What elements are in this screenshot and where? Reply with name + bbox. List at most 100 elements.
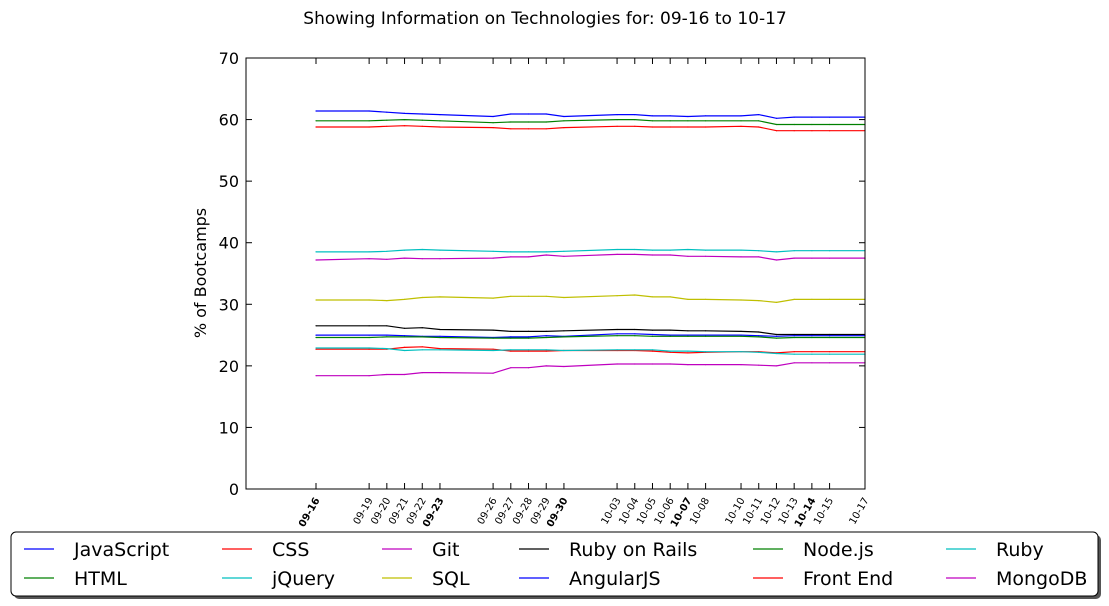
series-line-javascript bbox=[316, 110, 865, 119]
data-point bbox=[634, 333, 636, 335]
data-point bbox=[368, 120, 370, 122]
data-point bbox=[527, 330, 530, 332]
series-line-ruby-on-rails bbox=[316, 325, 865, 336]
plot-area bbox=[246, 58, 865, 489]
data-point bbox=[651, 350, 654, 352]
legend-label: MongoDB bbox=[996, 568, 1087, 590]
data-point bbox=[386, 336, 388, 338]
data-point bbox=[616, 363, 618, 365]
data-point bbox=[403, 257, 406, 259]
data-point bbox=[368, 375, 370, 377]
data-point bbox=[563, 330, 565, 332]
data-point bbox=[740, 351, 742, 353]
data-point bbox=[793, 130, 795, 132]
data-point bbox=[811, 116, 813, 118]
data-point bbox=[758, 300, 760, 302]
data-point bbox=[545, 121, 547, 123]
plot-background bbox=[246, 58, 865, 489]
data-point bbox=[687, 330, 689, 332]
data-point bbox=[687, 335, 689, 337]
legend-label: HTML bbox=[74, 568, 127, 590]
data-point bbox=[687, 298, 689, 300]
data-point bbox=[510, 367, 512, 369]
data-point bbox=[368, 258, 370, 260]
y-tick-label: 0 bbox=[229, 480, 239, 499]
data-point bbox=[634, 328, 636, 331]
y-tick-label: 60 bbox=[219, 111, 239, 130]
data-point bbox=[775, 335, 778, 337]
data-point bbox=[793, 257, 795, 259]
data-point bbox=[315, 251, 317, 253]
data-point bbox=[439, 349, 441, 351]
data-point bbox=[634, 253, 636, 255]
data-point bbox=[563, 349, 565, 352]
data-point bbox=[368, 347, 370, 349]
plot-frame bbox=[245, 57, 866, 490]
data-point bbox=[793, 351, 795, 353]
series-line-html bbox=[316, 118, 865, 126]
data-point bbox=[527, 128, 530, 130]
data-point bbox=[315, 325, 317, 327]
data-point bbox=[616, 125, 618, 127]
data-point bbox=[634, 335, 636, 337]
data-point bbox=[545, 295, 547, 297]
data-point bbox=[421, 346, 423, 348]
data-point bbox=[315, 348, 317, 350]
data-point bbox=[705, 335, 707, 337]
data-point bbox=[315, 347, 317, 349]
data-point bbox=[563, 115, 565, 118]
data-point bbox=[492, 257, 494, 259]
data-point bbox=[705, 330, 707, 332]
data-point bbox=[421, 258, 423, 260]
data-point bbox=[386, 258, 388, 260]
data-point bbox=[669, 334, 671, 336]
data-point bbox=[811, 335, 813, 337]
data-point bbox=[758, 364, 760, 366]
data-point bbox=[545, 330, 547, 332]
y-tick-label: 50 bbox=[219, 172, 239, 191]
data-point bbox=[687, 126, 689, 128]
data-point bbox=[527, 367, 530, 369]
data-point bbox=[687, 334, 689, 336]
legend-box bbox=[10, 531, 1099, 597]
data-point bbox=[811, 123, 813, 126]
data-point bbox=[669, 351, 671, 353]
data-point bbox=[368, 299, 370, 301]
data-point bbox=[634, 119, 636, 121]
data-point bbox=[793, 333, 795, 336]
data-point bbox=[829, 362, 831, 364]
series-line-sql bbox=[316, 294, 865, 304]
data-point bbox=[651, 333, 654, 336]
data-point bbox=[368, 334, 370, 336]
data-point bbox=[386, 373, 388, 376]
data-point bbox=[386, 334, 388, 336]
data-point bbox=[651, 349, 654, 351]
data-point bbox=[563, 120, 565, 122]
data-point bbox=[403, 373, 406, 376]
data-point bbox=[439, 328, 441, 331]
y-tick-label: 30 bbox=[219, 295, 239, 314]
data-point bbox=[545, 336, 547, 339]
data-point bbox=[545, 365, 547, 367]
data-point bbox=[669, 115, 671, 117]
data-point bbox=[368, 251, 370, 253]
data-point bbox=[527, 251, 530, 253]
data-point bbox=[439, 348, 441, 350]
data-point bbox=[687, 364, 689, 366]
data-point bbox=[421, 119, 423, 121]
y-tick-label: 20 bbox=[219, 357, 239, 376]
data-point bbox=[758, 250, 760, 252]
chart-title: Showing Information on Technologies for:… bbox=[303, 9, 786, 29]
data-point bbox=[651, 126, 654, 128]
series-line-angularjs bbox=[316, 333, 865, 339]
data-point bbox=[740, 299, 742, 301]
data-point bbox=[793, 250, 795, 252]
data-point bbox=[829, 250, 831, 252]
data-point bbox=[439, 114, 441, 116]
data-point bbox=[793, 362, 795, 364]
data-point bbox=[527, 350, 530, 352]
data-point bbox=[616, 335, 618, 337]
legend-label: Front End bbox=[803, 568, 893, 590]
data-point bbox=[510, 251, 512, 253]
